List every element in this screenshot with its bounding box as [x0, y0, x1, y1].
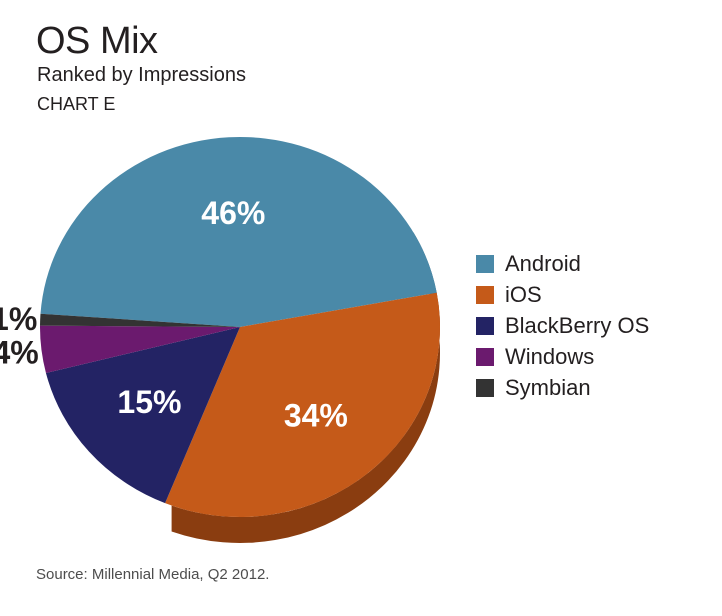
pie-slice-ios	[165, 292, 441, 517]
legend-label-ios: iOS	[505, 281, 542, 307]
pie-slice-android	[40, 137, 437, 327]
chart-title: OS Mix	[36, 20, 158, 62]
legend-swatch-android	[476, 254, 494, 273]
pie-label-blackberry-os: 15%	[117, 384, 181, 420]
pie-slice-symbian	[40, 313, 240, 327]
legend-swatch-blackberry	[476, 316, 494, 335]
legend-swatch-symbian	[476, 378, 494, 397]
pie-label-windows: 4%	[0, 334, 39, 370]
legend-item-android: Android	[476, 248, 649, 279]
pie-slice-blackberry-os	[45, 327, 240, 504]
pie-label-symbian: 1%	[0, 301, 37, 337]
legend-item-symbian: Symbian	[476, 372, 649, 403]
pie-labels: 46% 34% 15% 4%1%	[0, 195, 348, 433]
legend-swatch-windows	[476, 347, 494, 366]
legend-label-android: Android	[505, 250, 581, 276]
pie-label-android: 46%	[201, 195, 265, 231]
pie-slice-windows	[40, 325, 240, 373]
chart-id-label: CHART E	[37, 94, 116, 114]
pie-side-ios	[171, 292, 440, 543]
legend-label-symbian: Symbian	[505, 374, 591, 400]
pie-slices	[40, 137, 441, 517]
legend-item-windows: Windows	[476, 341, 649, 372]
chart-subtitle: Ranked by Impressions	[37, 64, 246, 86]
legend: Android iOS BlackBerry OS Windows Symbia…	[476, 248, 649, 403]
legend-item-blackberry: BlackBerry OS	[476, 310, 649, 341]
legend-label-windows: Windows	[505, 343, 595, 369]
pie-label-ios: 34%	[284, 397, 348, 433]
legend-swatch-ios	[476, 285, 494, 304]
source-note: Source: Millennial Media, Q2 2012.	[36, 566, 270, 583]
legend-item-ios: iOS	[476, 279, 649, 310]
legend-label-blackberry: BlackBerry OS	[505, 312, 650, 338]
